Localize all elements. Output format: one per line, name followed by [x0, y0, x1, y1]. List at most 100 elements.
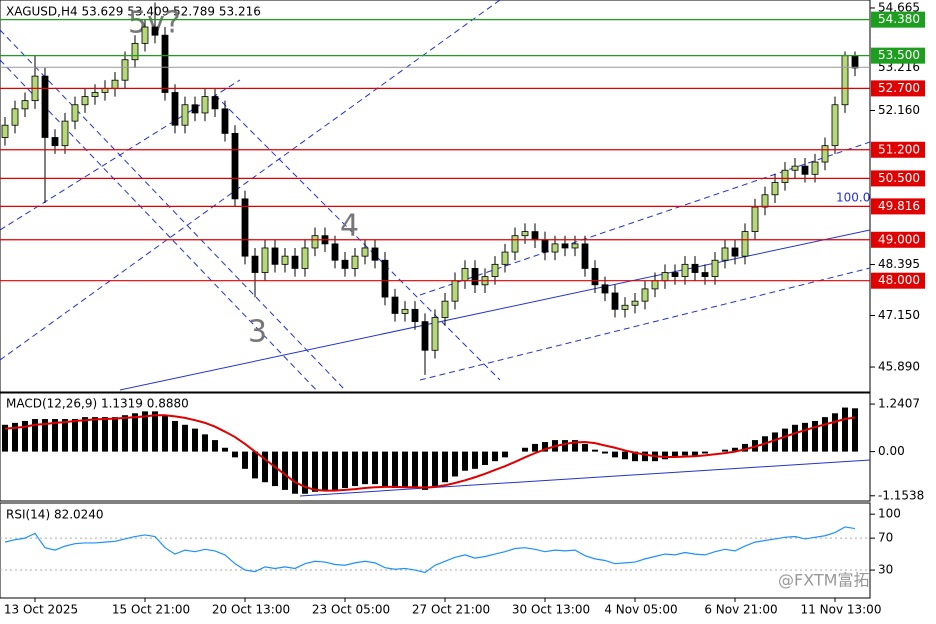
- candle-body: [541, 239, 549, 253]
- y-tick-label: 30: [878, 563, 893, 577]
- level-label: 49.000: [878, 232, 920, 246]
- candle-body: [821, 145, 829, 163]
- macd-bar: [12, 422, 18, 452]
- candle-body: [461, 268, 469, 282]
- macd-bar: [222, 447, 228, 452]
- candle-body: [571, 243, 579, 249]
- x-tick-label: 11 Nov 13:00: [801, 603, 882, 617]
- wave-label: 4: [340, 209, 359, 244]
- level-box: [871, 11, 925, 28]
- macd-bar: [602, 451, 608, 454]
- candle-body: [161, 34, 169, 93]
- macd-bar: [132, 413, 138, 452]
- macd-bar: [532, 443, 538, 452]
- macd-bar: [52, 419, 58, 452]
- candle-body: [801, 165, 809, 175]
- level-box: [871, 47, 925, 64]
- macd-bar: [282, 451, 288, 490]
- macd-bar: [562, 440, 568, 452]
- x-tick-label: 20 Oct 13:00: [212, 603, 290, 617]
- candle-body: [211, 96, 219, 110]
- candle-body: [431, 317, 439, 351]
- candle-body: [611, 292, 619, 310]
- wave-label: 3: [248, 315, 267, 350]
- y-tick-label: 48.395: [878, 257, 920, 271]
- candle-body: [1, 124, 9, 138]
- candle-body: [351, 255, 359, 269]
- candle-body: [441, 300, 449, 318]
- x-tick-label: 4 Nov 05:00: [604, 603, 677, 617]
- macd-bar: [522, 447, 528, 452]
- candle-body: [291, 255, 299, 269]
- plot-area: [1, 2, 859, 375]
- macd-bar: [472, 451, 478, 469]
- fib-label: 100.0: [836, 191, 870, 205]
- candle-body: [401, 308, 409, 314]
- candle-body: [371, 247, 379, 261]
- macd-bar: [442, 451, 448, 483]
- macd-bar: [62, 419, 68, 452]
- candle-body: [331, 243, 339, 261]
- macd-bar: [152, 411, 158, 452]
- candle-body: [421, 321, 429, 351]
- macd-bar: [262, 451, 268, 483]
- macd-bar: [72, 419, 78, 452]
- candle-body: [381, 259, 389, 298]
- candle-body: [651, 280, 659, 290]
- macd-bar: [82, 417, 88, 452]
- candle-body: [391, 296, 399, 314]
- macd-bar: [742, 443, 748, 452]
- x-tick-label: 23 Oct 05:00: [312, 603, 390, 617]
- rsi-panel: [0, 502, 871, 599]
- candle-body: [641, 288, 649, 302]
- candle-body: [721, 247, 729, 261]
- macd-bar: [482, 451, 488, 465]
- level-label: 49.816: [878, 199, 920, 213]
- macd-bar: [542, 442, 548, 452]
- macd-bar: [792, 424, 798, 452]
- candle-body: [601, 284, 609, 294]
- candle-body: [151, 26, 159, 36]
- candle-body: [131, 42, 139, 61]
- macd-bar: [372, 451, 378, 485]
- candle-body: [181, 104, 189, 126]
- candle-body: [61, 120, 69, 147]
- x-tick-label: 6 Nov 21:00: [704, 603, 777, 617]
- macd-bar: [112, 417, 118, 452]
- macd-bar: [842, 407, 848, 452]
- macd-bar: [172, 420, 178, 452]
- candle-body: [281, 255, 289, 265]
- x-tick-label: 15 Oct 21:00: [112, 603, 190, 617]
- macd-bar: [832, 413, 838, 452]
- macd-bar: [662, 451, 668, 460]
- channel-line: [0, 29, 346, 391]
- x-tick-label: 27 Oct 21:00: [412, 603, 490, 617]
- macd-bar: [2, 424, 8, 452]
- signal-line: [4, 414, 856, 492]
- candle-body: [831, 104, 839, 147]
- candle-body: [301, 247, 309, 269]
- x-tick-label: 30 Oct 13:00: [512, 603, 590, 617]
- channel-line: [0, 0, 501, 361]
- watermark: @FXTM富拓: [778, 571, 869, 590]
- macd-bar: [362, 451, 368, 485]
- candle-body: [41, 75, 49, 138]
- macd-bar: [232, 451, 238, 458]
- macd-bar: [732, 447, 738, 452]
- candle-body: [221, 108, 229, 134]
- macd-bar: [192, 428, 198, 452]
- macd-bar: [622, 451, 628, 460]
- rsi-line: [4, 526, 856, 574]
- candle-body: [661, 272, 669, 282]
- candle-body: [591, 268, 599, 286]
- macd-bar: [212, 440, 218, 452]
- macd-bar: [642, 451, 648, 462]
- y-tick-label: 45.890: [878, 360, 920, 374]
- macd-bar: [822, 417, 828, 452]
- candle-body: [341, 259, 349, 269]
- macd-bar: [392, 451, 398, 488]
- macd-bar: [772, 432, 778, 452]
- candle-body: [631, 300, 639, 306]
- candle-body: [261, 247, 269, 273]
